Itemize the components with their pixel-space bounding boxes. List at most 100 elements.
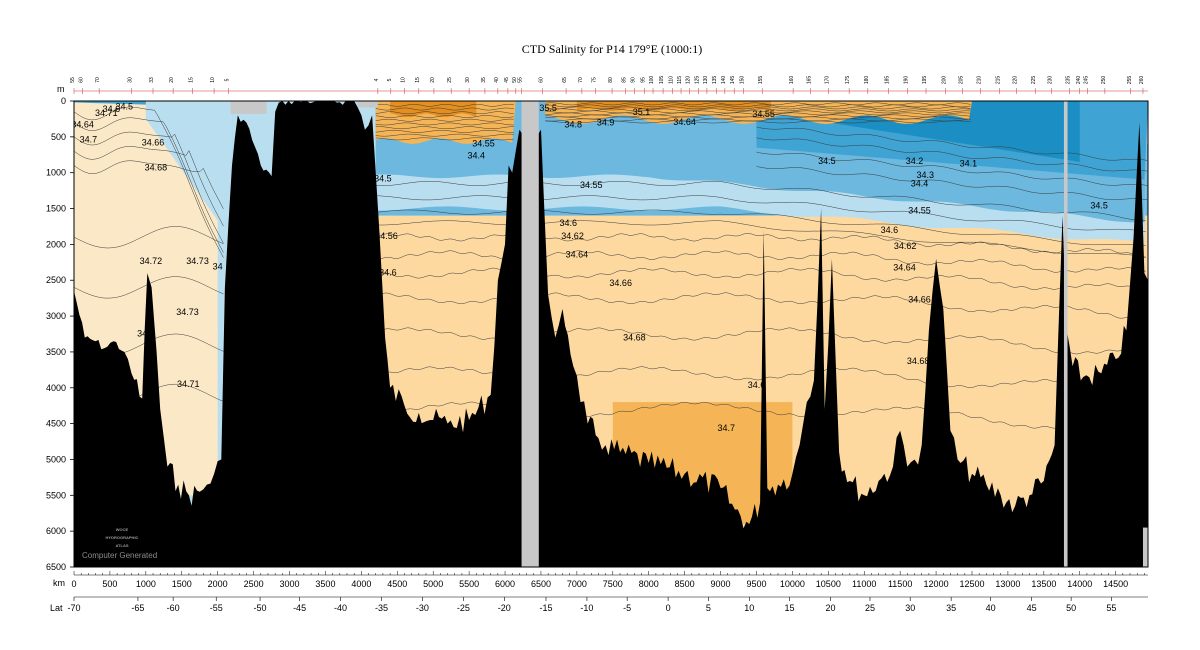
thermocline-contour bbox=[375, 111, 514, 115]
band-south-max bbox=[390, 101, 477, 118]
chart-title: CTD Salinity for P14 179°E (1000:1) bbox=[522, 42, 702, 56]
station-label: 200 bbox=[941, 76, 947, 85]
km-tick-label: 5500 bbox=[459, 579, 479, 589]
intermediate-contour bbox=[375, 195, 1146, 233]
contour-label: 9 bbox=[954, 465, 959, 475]
depth-unit-label: m bbox=[57, 84, 65, 94]
station-label: 30 bbox=[465, 77, 471, 83]
seafloor-profile bbox=[74, 101, 1148, 567]
station-label: 70 bbox=[578, 77, 584, 83]
contour-label: 34.3 bbox=[917, 170, 935, 180]
station-axis: 55 60 70 30 33 20 15 10 5 4 5 10 15 20 25 30 35 40 45 50 55 6… bbox=[70, 76, 1148, 94]
km-tick-label: 8000 bbox=[639, 579, 659, 589]
km-tick-label: 12000 bbox=[924, 579, 949, 589]
contour-label: 34.68 bbox=[145, 163, 168, 173]
southern-deep-contour bbox=[74, 226, 224, 249]
station-label: 5 bbox=[224, 78, 230, 81]
lat-label: Lat bbox=[50, 603, 63, 613]
lat-tick-label: 25 bbox=[865, 603, 875, 613]
station-label: 130 bbox=[703, 76, 709, 85]
depth-tick-label: 0 bbox=[61, 96, 66, 106]
land-gap bbox=[357, 101, 378, 108]
contour-label: 34.56 bbox=[375, 231, 398, 241]
land-gap bbox=[521, 101, 539, 567]
land-gap bbox=[1142, 527, 1148, 567]
depth-tick-label: 1000 bbox=[46, 168, 66, 178]
watermark-line-2: HYDROGRAPHIC bbox=[106, 535, 139, 540]
station-label: 245 bbox=[1084, 76, 1090, 85]
station-label: 105 bbox=[659, 76, 665, 85]
contour-label: 34.6 bbox=[379, 267, 397, 277]
station-label: 33 bbox=[149, 77, 155, 83]
contour-label: 34.4 bbox=[468, 150, 486, 160]
contour-label: 34.6 bbox=[748, 380, 766, 390]
km-tick-label: 14000 bbox=[1067, 579, 1092, 589]
contour-label: 34.5 bbox=[374, 173, 392, 183]
contour-label: 34.55 bbox=[752, 109, 775, 119]
km-tick-label: 11000 bbox=[852, 579, 876, 589]
station-label: 110 bbox=[668, 76, 674, 84]
woce-watermark: WOCE HYDROGRAPHIC ATLAS Computer Generat… bbox=[82, 527, 157, 560]
station-label: 115 bbox=[677, 76, 683, 84]
intermediate-contour bbox=[375, 209, 1146, 246]
station-label: 65 bbox=[562, 77, 568, 83]
contour-label: 34.7 bbox=[718, 423, 736, 433]
thermocline-contour bbox=[375, 107, 514, 111]
station-label: 120 bbox=[686, 76, 692, 85]
depth-tick-label: 5500 bbox=[46, 490, 66, 500]
contour-label: 34.6 bbox=[881, 225, 899, 235]
station-label: 180 bbox=[864, 76, 870, 85]
km-tick-label: 12500 bbox=[959, 579, 984, 589]
latitude-axis: -70 -65 -60 -55 -50 -45 -40 -35 -30 -25 -20 -15 -10-… bbox=[67, 596, 1148, 613]
station-label: 25 bbox=[447, 77, 453, 83]
upper-contour bbox=[756, 166, 1148, 201]
station-label: 20 bbox=[169, 77, 175, 83]
km-tick-label: 8500 bbox=[675, 579, 695, 589]
watermark-line-1: WOCE bbox=[116, 527, 129, 532]
station-label: 15 bbox=[415, 77, 421, 83]
contour-label: 34.66 bbox=[908, 295, 931, 305]
km-tick-label: 9000 bbox=[711, 579, 731, 589]
lat-tick-label: -15 bbox=[539, 603, 552, 613]
depth-tick-label: 6000 bbox=[46, 526, 66, 536]
contour-label: 34.64 bbox=[893, 262, 916, 272]
contour-label: 34.6 bbox=[103, 104, 121, 114]
contour-label: 34.9 bbox=[597, 118, 615, 128]
lat-tick-label: -55 bbox=[210, 603, 223, 613]
lat-tick-label: -50 bbox=[254, 603, 267, 613]
station-label: 170 bbox=[824, 76, 830, 85]
km-tick-label: 11500 bbox=[888, 579, 912, 589]
contour-label: 34.68 bbox=[623, 333, 646, 343]
km-tick-label: 500 bbox=[102, 579, 117, 589]
station-label: 15 bbox=[189, 77, 195, 83]
station-label: 20 bbox=[430, 77, 436, 83]
southern-contour bbox=[74, 160, 224, 210]
contour-label: 34.64 bbox=[566, 249, 589, 259]
contour-label: 34.5 bbox=[818, 156, 836, 166]
station-label: 100 bbox=[649, 76, 655, 85]
station-label: 150 bbox=[740, 76, 746, 85]
km-tick-label: 9500 bbox=[746, 579, 766, 589]
lat-tick-label: -20 bbox=[498, 603, 511, 613]
depth-tick-label: 2500 bbox=[46, 275, 66, 285]
station-label: 10 bbox=[400, 77, 406, 83]
thermocline-contour bbox=[375, 133, 514, 137]
upper-contour bbox=[756, 151, 1148, 186]
seafloor bbox=[74, 101, 1148, 567]
station-label: 145 bbox=[730, 76, 736, 85]
lat-tick-label: -60 bbox=[167, 603, 180, 613]
contour-label: 34.8 bbox=[565, 120, 583, 130]
upper-contour bbox=[756, 126, 1148, 161]
station-label: 55 bbox=[518, 77, 524, 83]
lat-tick-label: -10 bbox=[580, 603, 593, 613]
contour-label: 34 bbox=[213, 262, 223, 272]
lat-tick-label: 5 bbox=[706, 603, 711, 613]
lat-tick-label: 20 bbox=[825, 603, 835, 613]
lat-tick-label: -40 bbox=[334, 603, 347, 613]
contour-label: 34.1 bbox=[960, 158, 978, 168]
watermark-line-4: Computer Generated bbox=[82, 551, 157, 560]
depth-tick-label: 4000 bbox=[46, 383, 66, 393]
km-tick-label: 10500 bbox=[816, 579, 841, 589]
thermocline-contour bbox=[545, 114, 971, 118]
depth-axis: 0 500 1000 1500 2000 2500 3000 3500 4000 4500 5000… bbox=[46, 96, 74, 572]
